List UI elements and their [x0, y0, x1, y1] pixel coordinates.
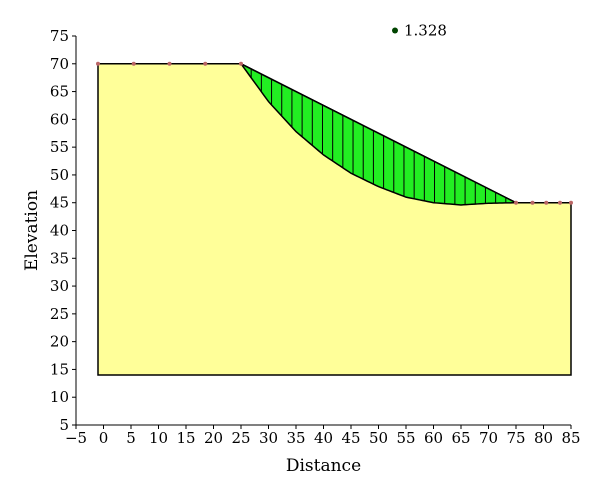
y-tick-label: 40	[50, 222, 69, 240]
x-tick-label: 30	[259, 429, 278, 447]
factor-of-safety-label: 1.328	[404, 21, 447, 39]
y-tick-label: 50	[50, 166, 69, 184]
x-tick-label: 35	[286, 429, 305, 447]
surface-node	[131, 61, 136, 66]
x-tick-label: 75	[506, 429, 525, 447]
x-tick-label: 70	[479, 429, 498, 447]
x-tick-label: 10	[149, 429, 168, 447]
x-tick-label: −5	[65, 429, 87, 447]
y-axis: 5 10 15 20 25 30 35 40 45 50 55 60 65 70 75	[50, 27, 77, 434]
ground-surface-line	[240, 63, 517, 204]
y-tick-label: 45	[50, 194, 69, 212]
surface-node	[558, 200, 562, 205]
x-axis-title: Distance	[286, 456, 361, 476]
y-tick-label: 65	[50, 83, 69, 101]
x-tick-label: 60	[424, 429, 443, 447]
x-tick-label: 25	[231, 429, 250, 447]
surface-node	[544, 200, 549, 205]
plot-area	[96, 27, 573, 376]
x-tick-label: 40	[314, 429, 333, 447]
surface-node	[569, 200, 573, 205]
x-tick-label: 0	[99, 429, 109, 447]
slip-surface	[240, 63, 517, 206]
y-tick-label: 15	[50, 360, 69, 378]
surface-node	[96, 61, 100, 66]
surface-node	[167, 61, 172, 66]
surface-node	[514, 200, 518, 205]
y-tick-label: 60	[50, 110, 69, 128]
critical-center-point	[392, 27, 398, 34]
y-tick-label: 30	[50, 277, 69, 295]
x-tick-label: 85	[561, 429, 580, 447]
x-tick-label: 45	[341, 429, 360, 447]
x-tick-label: 20	[204, 429, 223, 447]
surface-node	[239, 61, 243, 66]
x-tick-label: 50	[369, 429, 388, 447]
x-axis: −5 0 5 10 15 20 25 30 35 40 45 50 55 60 65 70 75 80 85	[65, 424, 581, 447]
x-tick-label: 65	[451, 429, 470, 447]
y-tick-label: 75	[50, 27, 69, 45]
surface-node	[203, 61, 208, 66]
y-tick-label: 70	[50, 55, 69, 73]
x-tick-label: 80	[534, 429, 553, 447]
x-tick-label: 5	[126, 429, 136, 447]
y-tick-label: 55	[50, 138, 69, 156]
y-tick-label: 20	[50, 333, 69, 351]
y-tick-label: 35	[50, 249, 69, 267]
y-tick-label: 5	[59, 416, 69, 434]
y-tick-label: 25	[50, 305, 69, 323]
y-axis-title: Elevation	[22, 190, 42, 271]
x-tick-label: 15	[176, 429, 195, 447]
surface-node	[530, 200, 535, 205]
y-tick-label: 10	[50, 388, 69, 406]
x-tick-label: 55	[396, 429, 415, 447]
